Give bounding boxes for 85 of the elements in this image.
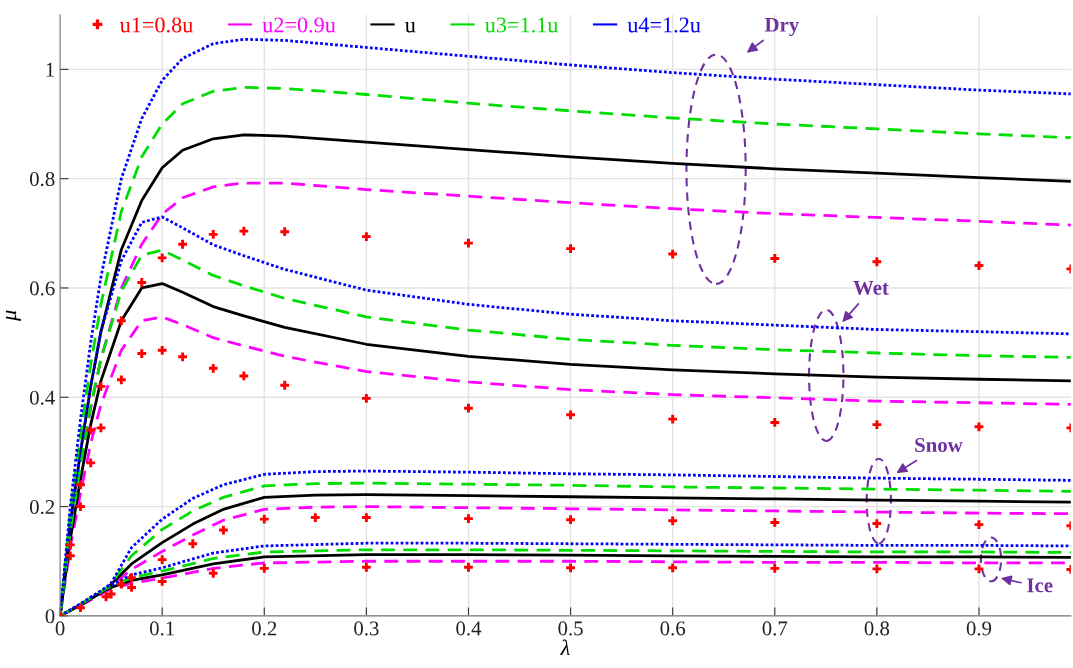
x-tick-label: 0.8 [864, 621, 890, 636]
x-tick-label: 0.5 [558, 621, 583, 636]
x-tick-label: 0.6 [660, 621, 686, 636]
point [137, 349, 147, 358]
point [208, 363, 218, 373]
legend-label: u [405, 22, 416, 33]
x-tick-label: 0.3 [354, 621, 379, 636]
y-tick-label: 0 [45, 609, 55, 624]
point [872, 564, 882, 574]
point [76, 480, 85, 490]
point [566, 244, 575, 254]
point [464, 403, 473, 413]
x-tick-label: 0.9 [966, 621, 992, 636]
point [157, 345, 167, 355]
y-tick-label: 0.2 [29, 499, 55, 515]
point [464, 514, 473, 523]
point [208, 568, 218, 578]
y-tick-label: 0.8 [29, 172, 55, 187]
point [464, 238, 473, 248]
point [116, 579, 126, 589]
point [157, 577, 167, 586]
point [668, 414, 678, 424]
x-tick-label: 0.1 [149, 621, 174, 636]
point [310, 513, 320, 522]
point [770, 518, 780, 527]
legend-label: u1=0.8u [119, 17, 193, 33]
annotation: Snow [915, 438, 963, 453]
point [208, 230, 218, 239]
point [127, 573, 136, 583]
point [872, 257, 882, 267]
annotation: Wet [853, 280, 889, 295]
x-tick-label: 0 [55, 621, 65, 636]
point [96, 381, 106, 391]
point [178, 352, 187, 362]
legend-label: u2=0.9u [262, 17, 336, 33]
y-axis-title: μ [5, 310, 21, 321]
point [872, 420, 882, 429]
point [566, 515, 575, 525]
point [668, 249, 678, 259]
annotation: Ice [1027, 578, 1053, 593]
legend-label: u4=1.2u [627, 17, 701, 33]
point [157, 253, 167, 263]
point [127, 583, 136, 592]
point [770, 254, 780, 263]
x-tick-label: 0.7 [762, 621, 788, 636]
point [770, 418, 780, 427]
point [137, 278, 147, 287]
x-axis-title: λ [560, 639, 570, 656]
point [157, 555, 167, 564]
point [86, 458, 96, 468]
point [361, 232, 371, 241]
point [96, 423, 106, 433]
point [566, 410, 575, 420]
point [280, 380, 290, 390]
point [259, 563, 269, 573]
legend-label: u3=1.1u [485, 17, 559, 33]
point [280, 227, 290, 237]
point [116, 375, 126, 385]
y-tick-label: 0.6 [29, 281, 55, 296]
x-tick-label: 0.2 [252, 621, 277, 636]
point [361, 562, 371, 572]
point [361, 393, 371, 403]
y-tick-label: 0.4 [29, 390, 55, 405]
point [770, 563, 780, 573]
point [65, 551, 75, 561]
point [188, 539, 198, 549]
annotation: Dry [764, 17, 800, 37]
point [361, 513, 371, 522]
x-tick-label: 0.4 [456, 621, 482, 636]
point [219, 525, 228, 535]
point [668, 516, 678, 526]
point [464, 562, 473, 572]
point [86, 425, 96, 435]
point [668, 563, 678, 573]
point [116, 316, 126, 326]
point [239, 371, 249, 381]
point [239, 226, 249, 236]
point [76, 502, 85, 511]
point [65, 540, 75, 550]
point [178, 239, 187, 249]
point [76, 603, 85, 613]
y-tick-label: 1 [46, 62, 54, 77]
point [259, 514, 269, 524]
point [872, 519, 882, 528]
point [566, 563, 575, 573]
